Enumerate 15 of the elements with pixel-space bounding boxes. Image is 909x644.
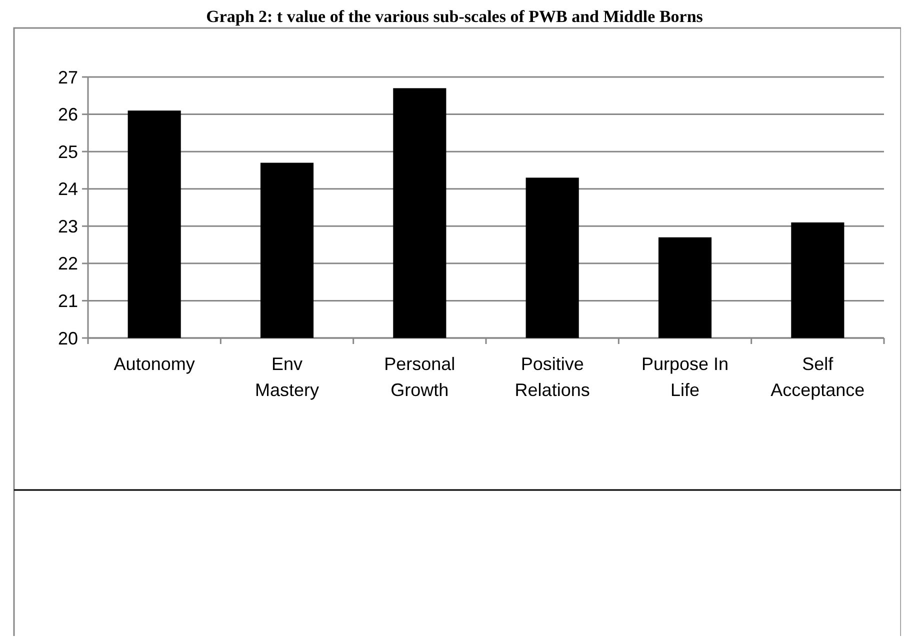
x-tick-label: Personal Growth xyxy=(384,354,456,400)
y-tick-label: 25 xyxy=(58,142,78,162)
x-tick-label: Autonomy xyxy=(114,354,195,374)
x-tick-label: Positive Relations xyxy=(514,354,590,400)
x-tick-label: Self Acceptance xyxy=(770,354,865,400)
y-tick-label: 22 xyxy=(58,254,78,274)
y-tick-label: 23 xyxy=(58,216,78,236)
y-tick-label: 27 xyxy=(58,67,78,88)
y-tick-label: 20 xyxy=(58,328,78,348)
y-tick-label: 26 xyxy=(58,104,78,125)
y-tick-label: 24 xyxy=(58,179,78,200)
chart-title: Graph 2: t value of the various sub-scales of PWB and Middle Borns xyxy=(206,7,704,26)
x-tick-label: Env Mastery xyxy=(254,354,320,400)
x-tick-label: Purpose In Life xyxy=(641,354,729,400)
y-tick-label: 21 xyxy=(58,291,78,312)
